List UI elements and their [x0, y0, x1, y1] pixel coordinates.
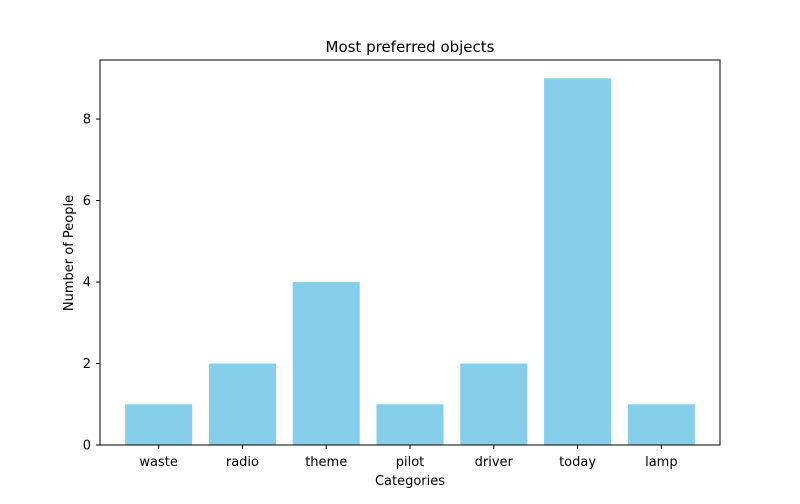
x-tick-label: today [559, 455, 596, 470]
x-tick-label: lamp [645, 455, 678, 470]
bars-layer [125, 78, 695, 445]
axes-layer: waste radio theme pilot driver today lamp 0 2 4 6 8 [83, 113, 678, 470]
y-tick-label: 2 [83, 357, 91, 372]
x-axis-label: Categories [375, 474, 445, 489]
bar-theme [292, 282, 360, 445]
x-tick-label: radio [226, 455, 259, 470]
bar-pilot [376, 404, 444, 445]
chart-title: Most preferred objects [326, 38, 495, 56]
bar-waste [125, 404, 193, 445]
x-tick-label: pilot [396, 455, 425, 470]
x-tick-label: theme [305, 455, 347, 470]
y-axis-label: Number of People [62, 195, 77, 311]
x-tick-label: waste [139, 455, 177, 470]
x-tick-label: driver [475, 455, 514, 470]
bar-lamp [627, 404, 695, 445]
y-tick-label: 0 [83, 439, 91, 454]
bar-today [544, 78, 612, 445]
y-tick-label: 4 [83, 276, 91, 291]
y-tick-label: 6 [83, 194, 91, 209]
bar-radio [208, 363, 276, 445]
bar-driver [460, 363, 528, 445]
plot-frame [99, 59, 721, 446]
y-tick-label: 8 [83, 113, 91, 128]
